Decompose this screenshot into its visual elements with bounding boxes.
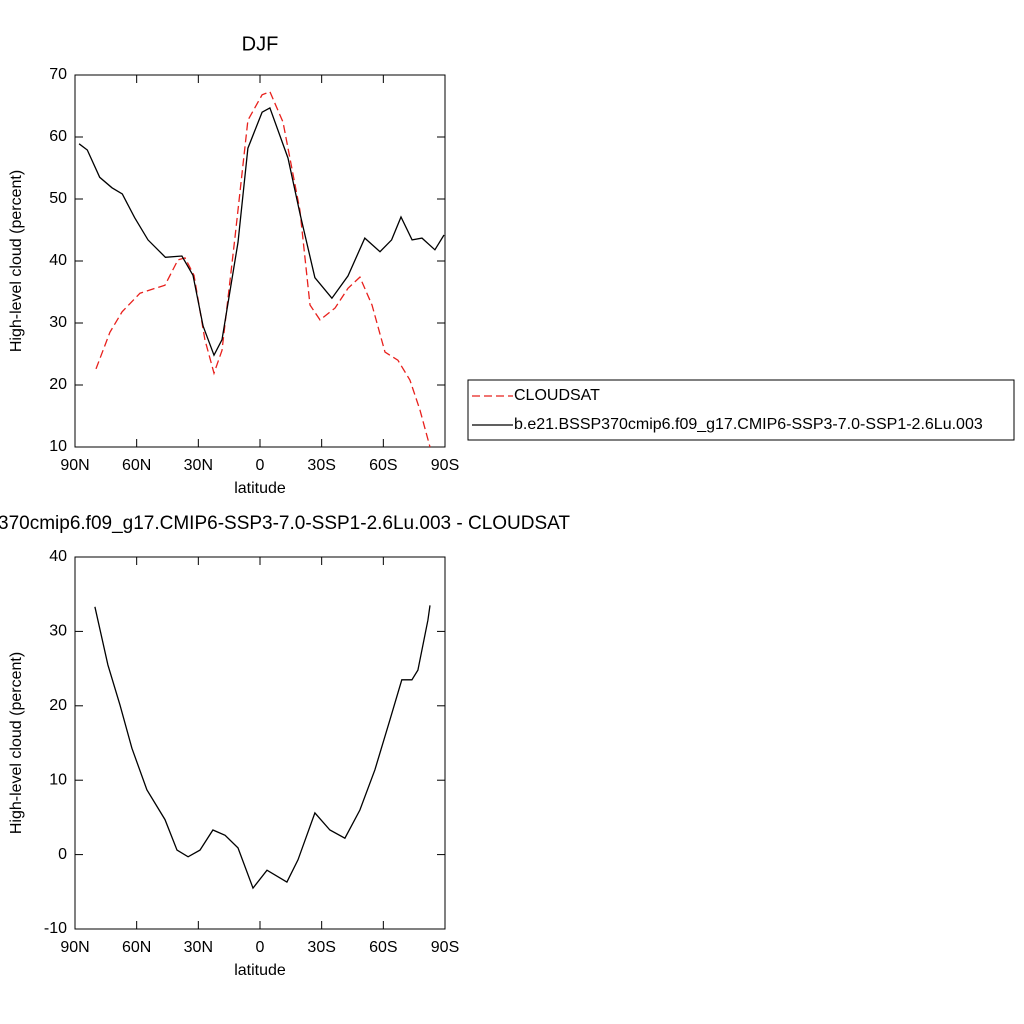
y-axis-label: High-level cloud (percent) [8,170,25,352]
y-tick-label: 50 [49,190,67,207]
y-tick-label: 0 [58,846,67,863]
x-tick-label: 0 [256,457,265,474]
x-tick-label: 30S [307,457,335,474]
x-tick-label: 30N [184,939,213,956]
x-tick-label: 90N [60,457,89,474]
x-tick-label: 0 [256,939,265,956]
y-tick-label: -10 [44,920,67,937]
x-tick-label: 90N [60,939,89,956]
legend-label: CLOUDSAT [514,387,600,404]
x-tick-label: 60N [122,457,151,474]
y-tick-label: 40 [49,252,67,269]
data-line [95,90,431,448]
x-tick-label: 60N [122,939,151,956]
data-line [78,106,445,357]
legend-box [467,379,1015,441]
y-tick-label: 40 [49,548,67,565]
x-tick-label: 90S [431,457,459,474]
x-axis-label: latitude [234,480,286,497]
y-tick-label: 70 [49,66,67,83]
x-tick-label: 30N [184,457,213,474]
x-axis-label: latitude [234,962,286,979]
y-tick-label: 10 [49,438,67,455]
y-tick-label: 30 [49,623,67,640]
y-tick-label: 10 [49,771,67,788]
x-tick-label: 30S [307,939,335,956]
y-tick-label: 30 [49,314,67,331]
y-tick-label: 20 [49,697,67,714]
plot-frame [74,74,446,448]
y-tick-label: 60 [49,128,67,145]
y-tick-label: 20 [49,376,67,393]
x-tick-label: 60S [369,457,397,474]
chart-title: DJF [242,33,279,55]
x-tick-label: 60S [369,939,397,956]
legend-label: b.e21.BSSP370cmip6.f09_g17.CMIP6-SSP3-7.… [514,416,983,433]
y-axis-label: High-level cloud (percent) [8,652,25,834]
chart-title: 370cmip6.f09_g17.CMIP6-SSP3-7.0-SSP1-2.6… [0,513,570,534]
data-line [94,605,431,890]
x-tick-label: 90S [431,939,459,956]
